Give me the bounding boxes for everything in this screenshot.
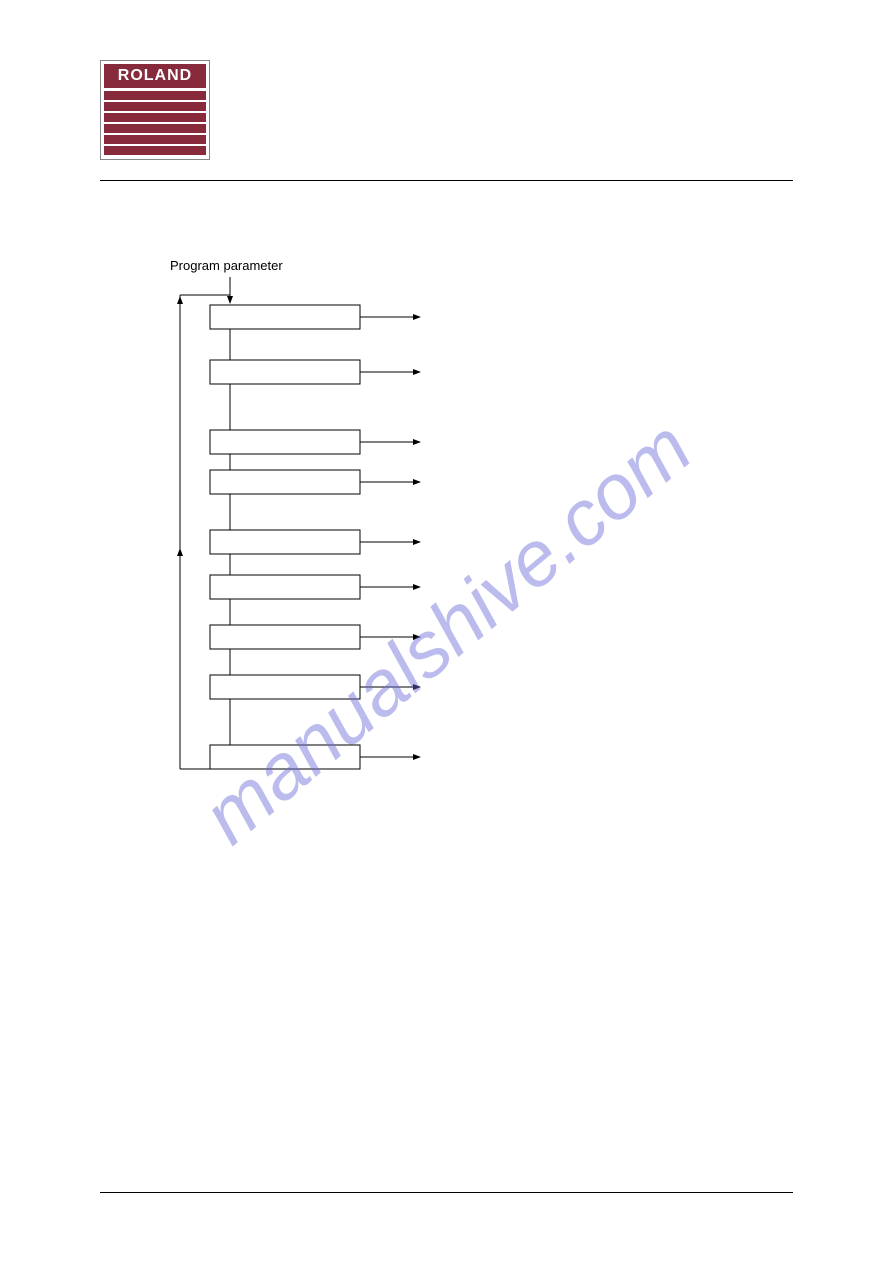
flowchart-diagram [100,255,500,815]
logo-brand-text: ROLAND [104,64,206,88]
logo-bars [104,91,206,156]
logo-bar [104,91,206,100]
logo-bar [104,146,206,155]
logo-bar [104,124,206,133]
logo-bar [104,102,206,111]
document-page: ROLAND Program parameter manualshive.com [0,0,893,1263]
header-rule [100,180,793,181]
footer-rule [100,1192,793,1193]
logo-bar [104,113,206,122]
logo-bar [104,135,206,144]
roland-logo: ROLAND [100,60,210,160]
